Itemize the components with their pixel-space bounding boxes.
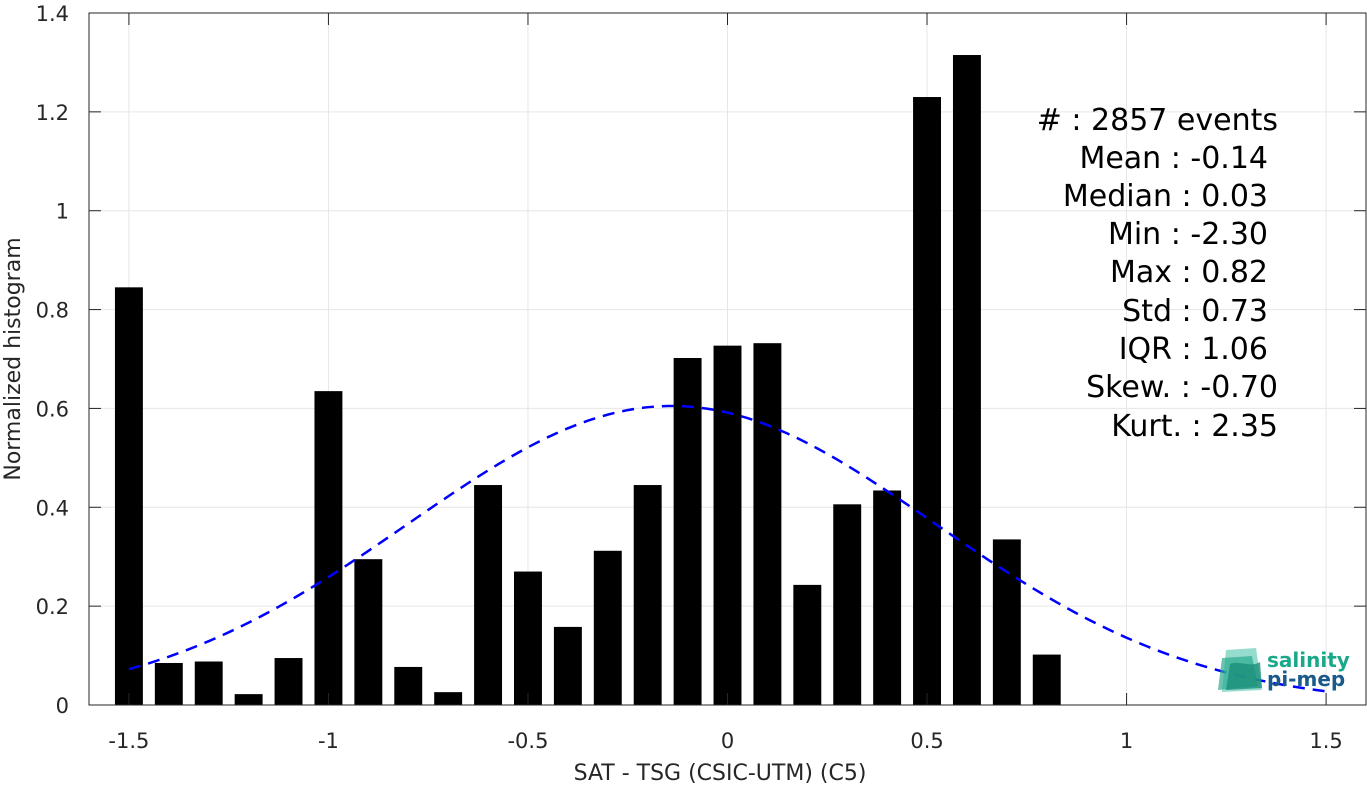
histogram-bar bbox=[434, 692, 463, 705]
x-tick-label: -0.5 bbox=[507, 729, 548, 753]
stat-mean: Mean : -0.14 bbox=[1079, 141, 1268, 176]
histogram-bar bbox=[673, 358, 702, 705]
histogram-bar bbox=[633, 485, 662, 705]
stat-median: Median : 0.03 bbox=[1063, 179, 1268, 214]
histogram-bar bbox=[1032, 654, 1061, 705]
histogram-bar bbox=[154, 662, 183, 705]
y-tick-label: 0 bbox=[56, 694, 69, 718]
histogram-bar bbox=[234, 694, 263, 705]
histogram-bar bbox=[314, 391, 343, 705]
logo-line1: salinity bbox=[1267, 648, 1350, 672]
histogram-bar bbox=[474, 485, 503, 705]
x-tick-label: -1 bbox=[318, 729, 339, 753]
x-tick-label: 1 bbox=[1120, 729, 1133, 753]
histogram-bar bbox=[913, 97, 941, 706]
y-axis-title: Normalized histogram bbox=[1, 237, 26, 480]
x-axis-title: SAT - TSG (CSIC-UTM) (C5) bbox=[574, 761, 867, 785]
stat-max: Max : 0.82 bbox=[1110, 255, 1268, 290]
histogram-bar bbox=[593, 550, 622, 705]
y-tick-label: 1.4 bbox=[36, 2, 69, 26]
stat-iqr: IQR : 1.06 bbox=[1119, 332, 1268, 367]
histogram-bars bbox=[114, 55, 1061, 706]
histogram-bar bbox=[553, 626, 582, 705]
histogram-bar bbox=[713, 345, 742, 705]
x-tick-label: -1.5 bbox=[108, 729, 149, 753]
y-tick-label: 0.8 bbox=[36, 299, 69, 323]
histogram-bar bbox=[114, 287, 143, 705]
histogram-bar bbox=[992, 539, 1021, 705]
histogram-bar bbox=[354, 559, 383, 705]
x-tick-label: 0 bbox=[721, 729, 734, 753]
stats-annotation: # : 2857 events Mean : -0.14 Median : 0.… bbox=[1037, 103, 1278, 444]
y-tick-label: 0.2 bbox=[36, 595, 69, 619]
histogram-bar bbox=[753, 343, 782, 705]
x-tick-labels: -1.5 -1 -0.5 0 0.5 1 1.5 bbox=[108, 729, 1342, 753]
y-tick-label: 0.6 bbox=[36, 397, 69, 421]
histogram-bar bbox=[833, 504, 862, 705]
y-tick-labels: 0 0.2 0.4 0.6 0.8 1 1.2 1.4 bbox=[36, 2, 69, 718]
histogram-bar bbox=[873, 490, 902, 705]
stat-events: # : 2857 events bbox=[1037, 103, 1278, 138]
stat-kurt: Kurt. : 2.35 bbox=[1111, 409, 1278, 444]
y-tick-label: 1 bbox=[56, 200, 69, 224]
histogram-bar bbox=[394, 666, 423, 705]
x-tick-label: 0.5 bbox=[910, 729, 943, 753]
logo-wave-icon bbox=[1218, 648, 1262, 692]
y-tick-label: 0.4 bbox=[36, 496, 69, 520]
axis-ticks bbox=[89, 12, 1366, 706]
salinity-pi-mep-logo: salinity pi-mep bbox=[1218, 648, 1350, 692]
stat-std: Std : 0.73 bbox=[1122, 294, 1268, 329]
histogram-bar bbox=[514, 571, 542, 705]
histogram-bar bbox=[952, 55, 981, 706]
histogram-bar bbox=[793, 584, 822, 705]
stat-min: Min : -2.30 bbox=[1108, 217, 1268, 252]
stat-skew: Skew. : -0.70 bbox=[1086, 370, 1278, 405]
x-tick-label: 1.5 bbox=[1309, 729, 1342, 753]
histogram-bar bbox=[274, 658, 303, 705]
logo-line2: pi-mep bbox=[1267, 667, 1345, 691]
histogram-bar bbox=[194, 661, 223, 705]
y-tick-label: 1.2 bbox=[36, 101, 69, 125]
normal-fit-curve bbox=[128, 404, 1327, 693]
